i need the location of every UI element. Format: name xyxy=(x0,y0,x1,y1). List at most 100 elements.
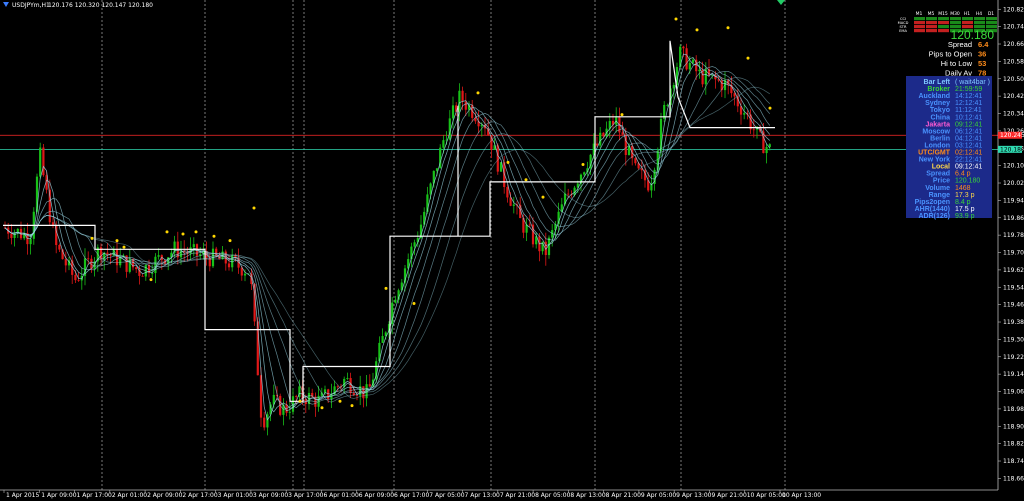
mtf-signal-cell xyxy=(986,25,997,29)
candle-body xyxy=(685,48,688,70)
candle-body xyxy=(458,90,461,112)
candle-body xyxy=(423,211,426,225)
fractal-dot xyxy=(412,302,416,306)
x-tick-label: 7 Apr 05:00 xyxy=(429,492,464,499)
clock-row-label: China xyxy=(931,114,951,121)
red-line-tag xyxy=(998,131,1022,139)
candle-body xyxy=(663,104,666,119)
fractal-dot xyxy=(726,26,730,30)
candle-body xyxy=(99,247,103,260)
mtf-signal-cell xyxy=(962,29,973,33)
chart-shift-marker-icon[interactable] xyxy=(777,0,785,5)
candle-body xyxy=(272,394,275,405)
clock-row-value: 93.9 p xyxy=(955,213,975,220)
x-tick-label: 9 Apr 21:00 xyxy=(711,492,746,499)
candle-body xyxy=(39,147,42,177)
mtf-header: M30 xyxy=(950,11,960,17)
candle-body xyxy=(432,170,435,184)
y-tick-label: 120.665 xyxy=(1003,41,1024,48)
candle-body xyxy=(730,84,733,94)
fractal-dot xyxy=(768,106,772,110)
candle-body xyxy=(557,211,560,225)
mtf-signal-cell xyxy=(962,17,973,21)
candle-body xyxy=(42,147,45,176)
candle-body xyxy=(13,232,16,239)
fractal-dot xyxy=(320,406,324,410)
y-tick-label: 119.065 xyxy=(1003,389,1024,396)
candle-body xyxy=(151,273,154,274)
candle-body xyxy=(435,168,439,171)
candle-body xyxy=(170,252,173,258)
candle-body xyxy=(208,257,211,267)
mtf-row-label: STR xyxy=(900,25,907,29)
y-tick-label: 119.225 xyxy=(1003,354,1024,361)
candle-body xyxy=(58,244,61,250)
y-tick-label: 119.145 xyxy=(1003,371,1024,378)
info-label: Daily Av xyxy=(945,69,972,78)
candle-body xyxy=(650,183,653,191)
candle-body xyxy=(467,104,471,110)
clock-row-label: Price xyxy=(933,178,950,185)
candle-body xyxy=(765,146,768,154)
x-tick-label: 1 Apr 17:00 xyxy=(77,492,112,499)
x-tick-label: 8 Apr 05:00 xyxy=(535,492,570,499)
candle-body xyxy=(320,392,323,396)
fractal-dot xyxy=(541,195,545,199)
candle-body xyxy=(647,180,650,191)
candle-body xyxy=(695,59,698,72)
candle-body xyxy=(739,106,743,115)
candles xyxy=(3,43,771,436)
candle-body xyxy=(634,158,637,164)
candle-body xyxy=(327,389,330,400)
candle-body xyxy=(269,404,272,415)
clock-row-value: 6.4 p xyxy=(955,171,971,178)
clock-row-value: 04:12:41 xyxy=(955,135,982,142)
clock-row-value: 14:12:41 xyxy=(955,93,982,100)
y-tick-label: 120.425 xyxy=(1003,93,1024,100)
candle-body xyxy=(477,121,480,127)
mtf-header: H1 xyxy=(964,11,970,17)
clock-row-label: Moscow xyxy=(922,128,950,135)
candle-body xyxy=(231,255,234,268)
candle-body xyxy=(461,90,464,102)
candle-body xyxy=(192,244,195,248)
candle-body xyxy=(567,193,570,195)
mtf-signal-cell xyxy=(938,25,949,29)
candle-body xyxy=(109,254,112,256)
candle-body xyxy=(183,250,186,253)
fractal-dot xyxy=(165,230,169,234)
clock-panel: Bar Left ( wait4bar ) Broker 21:59:59 Auckla… xyxy=(915,79,990,220)
y-tick-label: 119.945 xyxy=(1003,197,1024,204)
clock-row-value: 09:12:41 xyxy=(955,121,982,128)
dropdown-arrow-icon[interactable] xyxy=(3,2,9,7)
candle-body xyxy=(378,342,381,362)
candle-body xyxy=(640,168,643,171)
candle-body xyxy=(413,242,416,247)
info-label: Hi to Low xyxy=(941,59,973,68)
fractal-dot xyxy=(252,206,256,210)
red-line-tag-label: 120.245 xyxy=(1000,132,1024,139)
ohlc-readout: 120.176 120.320 120.147 120.180 xyxy=(48,2,153,9)
mtf-signal-cell xyxy=(962,25,973,29)
candle-body xyxy=(311,392,314,397)
fractal-dot xyxy=(122,245,126,249)
candle-body xyxy=(336,386,339,388)
candle-body xyxy=(541,241,544,252)
mtf-signal-cell xyxy=(914,25,925,29)
candle-body xyxy=(679,46,682,68)
mtf-signal-cell xyxy=(986,17,997,21)
candle-body xyxy=(474,117,477,122)
moving-average-line xyxy=(4,66,771,409)
bid-line-tag-label: 120.180 xyxy=(1000,146,1024,153)
clock-row-label: Sydney xyxy=(925,100,950,107)
x-tick-label: 3 Apr 17:00 xyxy=(288,492,323,499)
y-tick-label: 119.865 xyxy=(1003,215,1024,222)
candle-body xyxy=(135,267,138,270)
y-tick-label: 120.825 xyxy=(1003,6,1024,13)
candle-body xyxy=(237,258,240,268)
candle-body xyxy=(202,251,205,255)
candle-body xyxy=(551,230,554,238)
clock-row-label: Broker xyxy=(927,86,950,93)
clock-row-label: UTC/GMT xyxy=(918,150,951,157)
